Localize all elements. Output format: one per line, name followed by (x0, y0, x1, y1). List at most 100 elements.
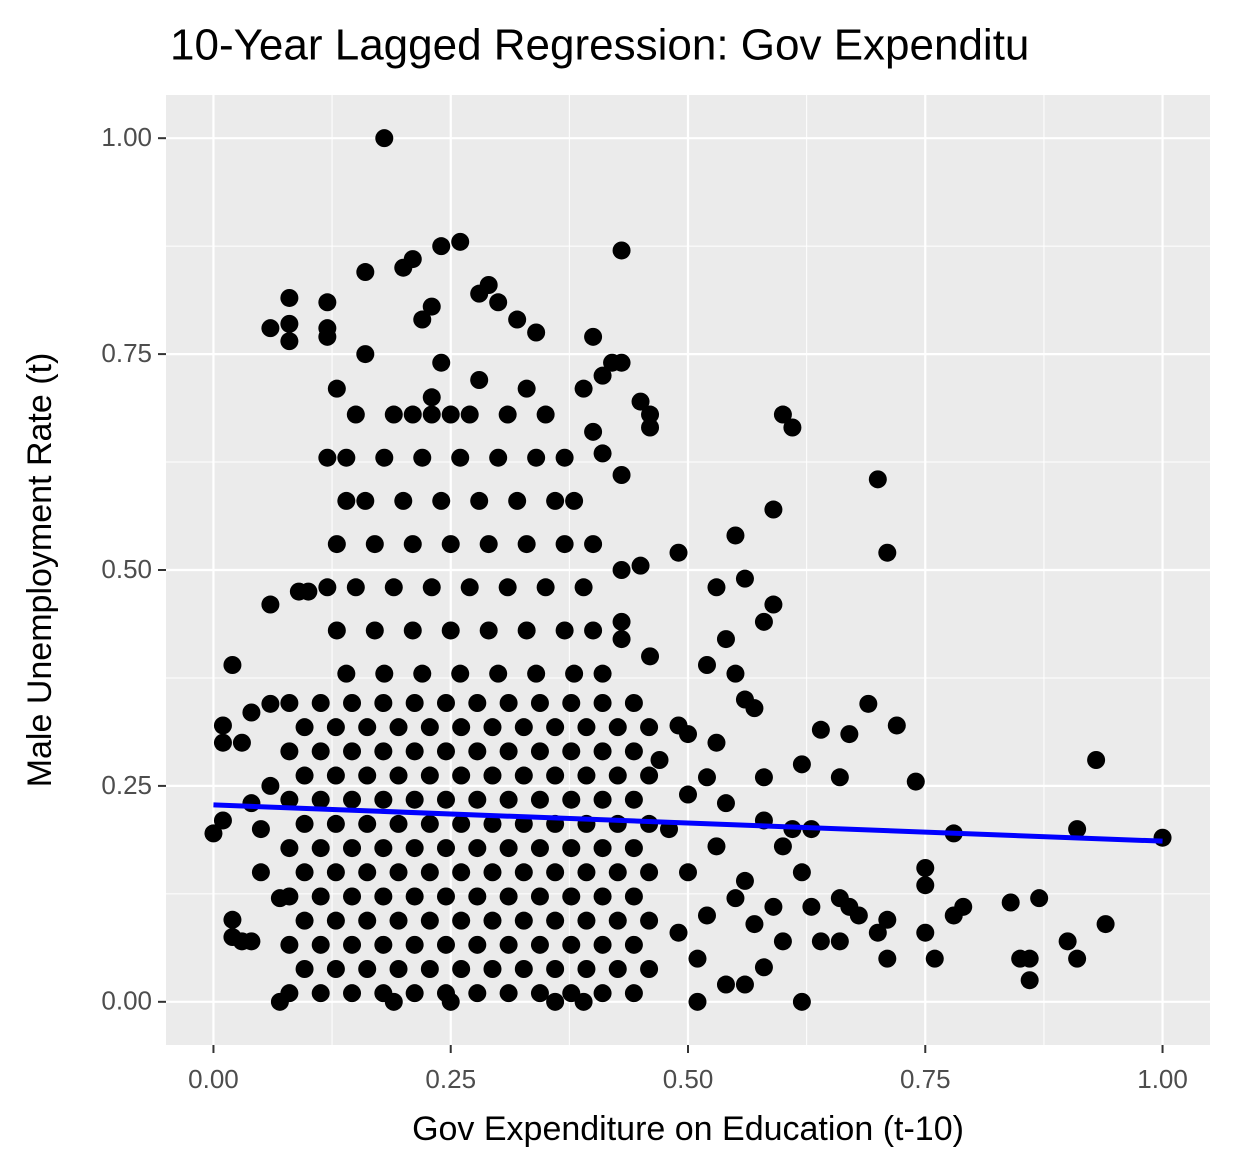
point (468, 694, 487, 712)
point (624, 984, 643, 1003)
point (375, 129, 394, 148)
point (612, 630, 631, 649)
point (593, 839, 612, 858)
point (327, 535, 346, 554)
point (483, 814, 502, 833)
x-tick-label: 0.00 (188, 1064, 239, 1094)
point (213, 811, 232, 830)
point (878, 949, 897, 968)
point (327, 621, 346, 640)
point (1058, 932, 1077, 951)
point (468, 742, 487, 761)
point (679, 863, 697, 882)
x-tick-label: 0.50 (663, 1064, 714, 1094)
point (343, 984, 362, 1003)
point (261, 319, 280, 338)
point (612, 561, 631, 579)
x-tick-label: 0.75 (900, 1064, 951, 1094)
point (688, 992, 707, 1011)
point (631, 556, 650, 575)
point (280, 935, 299, 954)
point (436, 887, 455, 906)
point (577, 911, 596, 930)
point (650, 751, 669, 769)
point (584, 621, 603, 640)
point (405, 887, 424, 906)
point (422, 388, 441, 407)
point (916, 858, 935, 877)
point (413, 448, 432, 467)
point (280, 790, 299, 809)
point (374, 694, 393, 712)
point (483, 960, 502, 978)
point (483, 911, 502, 930)
point (530, 887, 549, 906)
point (754, 768, 773, 787)
chart-title: 10-Year Lagged Regression: Gov Expenditu (170, 21, 1029, 70)
point (593, 694, 612, 712)
point (764, 897, 783, 916)
point (612, 241, 631, 260)
point (916, 876, 935, 895)
point (499, 887, 518, 906)
point (562, 742, 581, 761)
point (517, 535, 536, 554)
point (420, 911, 439, 930)
point (318, 448, 337, 467)
point (878, 543, 897, 562)
point (483, 718, 502, 737)
point (536, 578, 555, 597)
point (374, 742, 393, 761)
point (783, 418, 802, 437)
point (326, 863, 345, 882)
point (311, 839, 330, 858)
point (593, 742, 612, 761)
point (251, 820, 270, 839)
point (280, 984, 299, 1003)
point (574, 379, 593, 398)
point (384, 578, 403, 597)
y-tick-label: 0.00 (101, 986, 152, 1016)
point (546, 992, 565, 1011)
point (356, 263, 375, 282)
point (517, 621, 536, 640)
point (1068, 949, 1087, 968)
point (514, 863, 533, 882)
point (764, 595, 783, 614)
point (389, 960, 408, 978)
point (405, 839, 424, 858)
x-tick-label: 1.00 (1137, 1064, 1188, 1094)
point (840, 725, 859, 744)
point (830, 932, 849, 951)
point (517, 379, 536, 398)
point (514, 960, 533, 978)
point (384, 405, 403, 424)
point (460, 578, 479, 597)
point (374, 984, 393, 1003)
point (640, 960, 659, 978)
x-tick-label: 0.25 (425, 1064, 476, 1094)
point (546, 718, 565, 737)
point (577, 960, 596, 978)
point (358, 766, 377, 785)
point (452, 814, 471, 833)
point (608, 718, 627, 737)
point (441, 405, 460, 424)
point (546, 863, 565, 882)
point (562, 790, 581, 809)
point (688, 949, 707, 968)
point (311, 694, 330, 712)
point (479, 535, 498, 554)
point (374, 935, 393, 954)
point (1030, 889, 1049, 908)
point (754, 612, 773, 631)
point (343, 790, 362, 809)
point (640, 718, 659, 737)
point (261, 595, 280, 614)
point (612, 353, 631, 372)
point (451, 664, 470, 683)
point (527, 448, 546, 467)
point (707, 733, 726, 752)
point (498, 405, 517, 424)
point (584, 327, 603, 346)
